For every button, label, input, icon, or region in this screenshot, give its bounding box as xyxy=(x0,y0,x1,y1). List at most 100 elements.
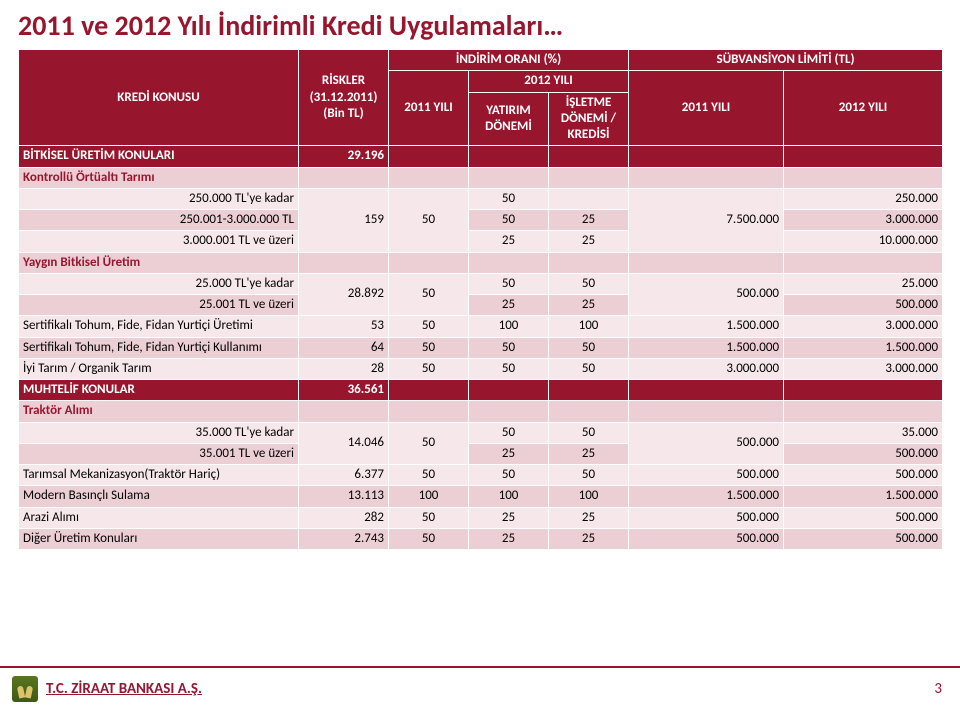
cell-val: 50 xyxy=(549,273,629,294)
cell-label: Sertifikalı Tohum, Fide, Fidan Yurtiçi K… xyxy=(19,337,299,358)
cell-val: 50 xyxy=(389,465,469,486)
cell-risk: 36.561 xyxy=(299,380,389,401)
cell-val: 500.000 xyxy=(784,443,943,464)
cell-label: 250.001-3.000.000 TL xyxy=(19,210,299,231)
cell-risk: 53 xyxy=(299,316,389,337)
section-kontrollu: Kontrollü Örtüaltı Tarımı xyxy=(19,167,943,188)
cell-val: 500.000 xyxy=(629,507,784,528)
th-isletme: İŞLETME DÖNEMİ / KREDİSİ xyxy=(549,92,629,146)
cell-val: 1.500.000 xyxy=(629,486,784,507)
cell-val: 50 xyxy=(389,273,469,316)
cell-val: 100 xyxy=(469,316,549,337)
cell-label: İyi Tarım / Organik Tarım xyxy=(19,358,299,379)
cell-val: 25 xyxy=(549,295,629,316)
data-row: 3.000.001 TL ve üzeri 25 25 10.000.000 xyxy=(19,231,943,252)
cell-val: 1.500.000 xyxy=(629,337,784,358)
cell-label: Arazi Alımı xyxy=(19,507,299,528)
cell-label: 35.000 TL'ye kadar xyxy=(19,422,299,443)
data-row: 25.001 TL ve üzeri 25 25 500.000 xyxy=(19,295,943,316)
data-row: İyi Tarım / Organik Tarım 28 50 50 50 3.… xyxy=(19,358,943,379)
cell-label: 25.000 TL'ye kadar xyxy=(19,273,299,294)
cell-val: 50 xyxy=(389,528,469,549)
cell-val: 50 xyxy=(389,507,469,528)
data-row: Sertifikalı Tohum, Fide, Fidan Yurtiçi K… xyxy=(19,337,943,358)
cell-risk: 29.196 xyxy=(299,146,389,167)
page-title: 2011 ve 2012 Yılı İndirimli Kredi Uygula… xyxy=(18,8,942,43)
cell-val: 50 xyxy=(389,316,469,337)
footer-left: T.C. ZİRAAT BANKASI A.Ş. xyxy=(12,676,202,702)
cell-val: 50 xyxy=(469,358,549,379)
section-muhtelif: MUHTELİF KONULAR 36.561 xyxy=(19,380,943,401)
th-yatirim: YATIRIM DÖNEMİ xyxy=(469,92,549,146)
data-row: 35.001 TL ve üzeri 25 25 500.000 xyxy=(19,443,943,464)
cell-val: 50 xyxy=(549,337,629,358)
cell-label: 250.000 TL'ye kadar xyxy=(19,188,299,209)
cell-risk: 282 xyxy=(299,507,389,528)
cell-val: 250.000 xyxy=(784,188,943,209)
cell-val: 50 xyxy=(469,337,549,358)
data-row: Arazi Alımı 282 50 25 25 500.000 500.000 xyxy=(19,507,943,528)
cell-val: 50 xyxy=(469,188,549,209)
cell-val: 100 xyxy=(549,316,629,337)
cell-val: 50 xyxy=(549,465,629,486)
cell-val: 25 xyxy=(549,507,629,528)
cell-label: 25.001 TL ve üzeri xyxy=(19,295,299,316)
cell-label: Traktör Alımı xyxy=(19,401,299,422)
th-indirim-orani: İNDİRİM ORANI (%) xyxy=(389,50,629,71)
cell-val: 500.000 xyxy=(784,507,943,528)
cell-val: 500.000 xyxy=(629,528,784,549)
data-row: Modern Basınçlı Sulama 13.113 100 100 10… xyxy=(19,486,943,507)
cell-val: 1.500.000 xyxy=(629,316,784,337)
cell-val: 3.000.000 xyxy=(784,358,943,379)
cell-val: 500.000 xyxy=(784,295,943,316)
cell-val: 50 xyxy=(469,273,549,294)
footer: T.C. ZİRAAT BANKASI A.Ş. 3 xyxy=(0,666,960,710)
cell-val: 7.500.000 xyxy=(629,188,784,252)
cell-label: 35.001 TL ve üzeri xyxy=(19,443,299,464)
cell-val: 25 xyxy=(469,443,549,464)
th-sub-2011: 2011 YILI xyxy=(629,71,784,146)
cell-val: 25 xyxy=(469,507,549,528)
cell-val: 35.000 xyxy=(784,422,943,443)
th-2012: 2012 YILI xyxy=(469,71,629,92)
cell-risk: 13.113 xyxy=(299,486,389,507)
cell-val: 50 xyxy=(389,422,469,465)
th-sub-2012: 2012 YILI xyxy=(784,71,943,146)
cell-val: 3.000.000 xyxy=(784,316,943,337)
data-row: Diğer Üretim Konuları 2.743 50 25 25 500… xyxy=(19,528,943,549)
cell-val: 25 xyxy=(549,443,629,464)
cell-risk: 28.892 xyxy=(299,273,389,316)
cell-val: 50 xyxy=(469,465,549,486)
cell-val: 100 xyxy=(389,486,469,507)
cell-val: 50 xyxy=(549,422,629,443)
cell-val: 50 xyxy=(469,422,549,443)
cell-risk: 2.743 xyxy=(299,528,389,549)
cell-label: Kontrollü Örtüaltı Tarımı xyxy=(19,167,299,188)
data-row: 25.000 TL'ye kadar 28.892 50 50 50 500.0… xyxy=(19,273,943,294)
cell-label: Modern Basınçlı Sulama xyxy=(19,486,299,507)
cell-val: 1.500.000 xyxy=(784,486,943,507)
section-traktor: Traktör Alımı xyxy=(19,401,943,422)
cell-val: 500.000 xyxy=(629,465,784,486)
cell-risk: 14.046 xyxy=(299,422,389,465)
cell-val: 500.000 xyxy=(784,465,943,486)
bank-name: T.C. ZİRAAT BANKASI A.Ş. xyxy=(46,680,202,698)
cell-val: 3.000.000 xyxy=(784,210,943,231)
bank-logo-icon xyxy=(12,676,38,702)
data-row: 35.000 TL'ye kadar 14.046 50 50 50 500.0… xyxy=(19,422,943,443)
cell-val: 50 xyxy=(469,210,549,231)
cell-val: 3.000.000 xyxy=(629,358,784,379)
section-bitkisel: BİTKİSEL ÜRETİM KONULARI 29.196 xyxy=(19,146,943,167)
cell-val: 500.000 xyxy=(629,422,784,465)
th-kredi-konusu: KREDİ KONUSU xyxy=(19,50,299,146)
cell-val: 25 xyxy=(549,231,629,252)
table-head: KREDİ KONUSU RİSKLER (31.12.2011) (Bin T… xyxy=(19,50,943,146)
cell-val: 25 xyxy=(469,295,549,316)
data-table: KREDİ KONUSU RİSKLER (31.12.2011) (Bin T… xyxy=(18,49,943,550)
th-riskler: RİSKLER (31.12.2011) (Bin TL) xyxy=(299,50,389,146)
data-row: 250.001-3.000.000 TL 50 25 3.000.000 xyxy=(19,210,943,231)
cell-val: 10.000.000 xyxy=(784,231,943,252)
cell-val: 500.000 xyxy=(629,273,784,316)
cell-risk: 159 xyxy=(299,188,389,252)
th-subvansiyon: SÜBVANSİYON LİMİTİ (TL) xyxy=(629,50,943,71)
